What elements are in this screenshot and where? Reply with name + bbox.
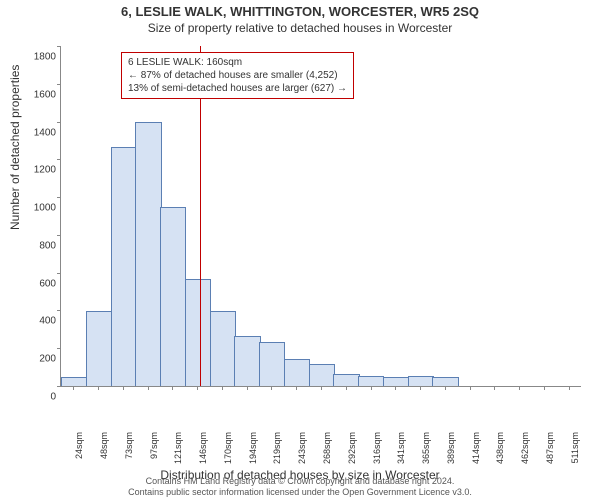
xtick-mark	[148, 386, 149, 390]
xtick-mark	[73, 386, 74, 390]
histogram-bar	[86, 311, 112, 386]
ytick-label: 600	[26, 278, 56, 289]
ytick-label: 1200	[26, 165, 56, 176]
histogram-bar	[383, 377, 409, 386]
xtick-mark	[172, 386, 173, 390]
ytick-mark	[57, 122, 61, 123]
ytick-mark	[57, 84, 61, 85]
ytick-label: 1800	[26, 52, 56, 63]
ytick-label: 1400	[26, 127, 56, 138]
xtick-mark	[346, 386, 347, 390]
xtick-mark	[321, 386, 322, 390]
ytick-mark	[57, 386, 61, 387]
xtick-mark	[98, 386, 99, 390]
chart-title: 6, LESLIE WALK, WHITTINGTON, WORCESTER, …	[0, 0, 600, 19]
histogram-bar	[135, 122, 161, 386]
xtick-mark	[445, 386, 446, 390]
footer-line1: Contains HM Land Registry data © Crown c…	[0, 476, 600, 487]
histogram-bar	[408, 376, 434, 386]
histogram-bar	[234, 336, 260, 386]
ytick-mark	[57, 348, 61, 349]
annotation-line: 13% of semi-detached houses are larger (…	[128, 82, 347, 95]
histogram-bar	[358, 376, 384, 386]
histogram-bar	[210, 311, 236, 386]
histogram-bar	[61, 377, 87, 386]
histogram-bar	[284, 359, 310, 386]
ytick-label: 200	[26, 354, 56, 365]
histogram-bar	[259, 342, 285, 386]
footer-line2: Contains public sector information licen…	[0, 487, 600, 498]
ytick-mark	[57, 273, 61, 274]
xtick-mark	[519, 386, 520, 390]
xtick-mark	[371, 386, 372, 390]
chart-area: 24sqm48sqm73sqm97sqm121sqm146sqm170sqm19…	[60, 46, 580, 416]
xtick-mark	[222, 386, 223, 390]
plot-region: 24sqm48sqm73sqm97sqm121sqm146sqm170sqm19…	[60, 46, 581, 387]
ytick-label: 800	[26, 240, 56, 251]
y-axis-label: Number of detached properties	[8, 65, 22, 230]
xtick-mark	[271, 386, 272, 390]
ytick-mark	[57, 46, 61, 47]
xtick-mark	[395, 386, 396, 390]
xtick-mark	[247, 386, 248, 390]
histogram-bar	[432, 377, 458, 386]
footer-attribution: Contains HM Land Registry data © Crown c…	[0, 476, 600, 498]
annotation-line: 6 LESLIE WALK: 160sqm	[128, 56, 347, 69]
histogram-bar	[160, 207, 186, 386]
ytick-label: 400	[26, 316, 56, 327]
histogram-bar	[111, 147, 137, 386]
histogram-bar	[333, 374, 359, 386]
ytick-label: 1000	[26, 203, 56, 214]
annotation-box: 6 LESLIE WALK: 160sqm← 87% of detached h…	[121, 52, 354, 99]
ytick-mark	[57, 159, 61, 160]
xtick-mark	[470, 386, 471, 390]
ytick-mark	[57, 197, 61, 198]
xtick-mark	[544, 386, 545, 390]
histogram-bar	[309, 364, 335, 386]
ytick-label: 1600	[26, 89, 56, 100]
ytick-mark	[57, 310, 61, 311]
histogram-bar	[185, 279, 211, 386]
xtick-mark	[197, 386, 198, 390]
ytick-mark	[57, 235, 61, 236]
annotation-line: ← 87% of detached houses are smaller (4,…	[128, 69, 347, 82]
ytick-label: 0	[26, 392, 56, 403]
xtick-mark	[123, 386, 124, 390]
xtick-mark	[494, 386, 495, 390]
chart-subtitle: Size of property relative to detached ho…	[0, 19, 600, 35]
xtick-mark	[420, 386, 421, 390]
xtick-mark	[569, 386, 570, 390]
xtick-mark	[296, 386, 297, 390]
